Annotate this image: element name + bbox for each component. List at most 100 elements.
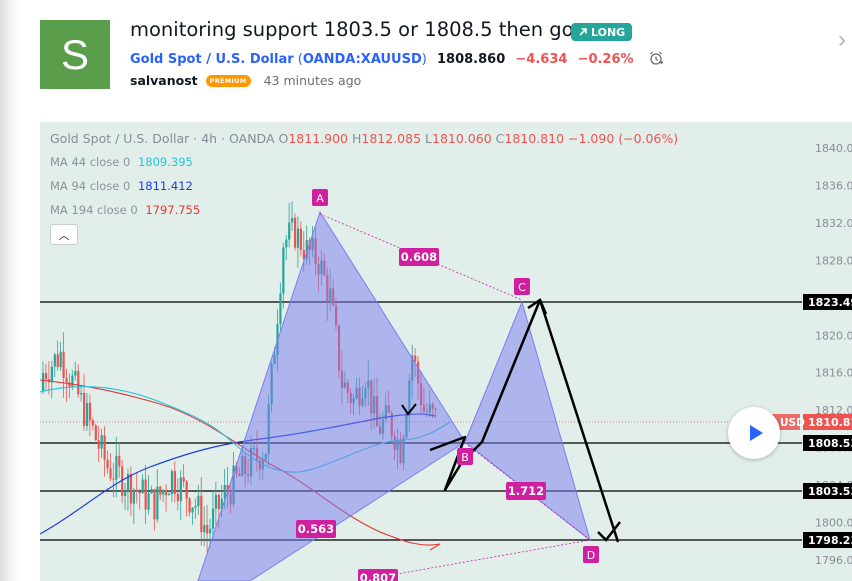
- candle-body: [153, 489, 156, 520]
- candle-body: [226, 485, 229, 494]
- candle-body: [118, 455, 121, 467]
- candle-body: [156, 486, 159, 520]
- candle-body: [206, 524, 209, 534]
- premium-badge: PREMIUM: [205, 75, 251, 87]
- author-name[interactable]: salvanost: [130, 73, 198, 88]
- ratio-label: 1.712: [508, 484, 544, 498]
- avatar[interactable]: S: [40, 20, 110, 89]
- chevron-up-icon: ︿: [58, 229, 70, 242]
- chart-canvas: 1840.001836.001832.001828.001824.001820.…: [40, 142, 852, 581]
- candle-body: [188, 498, 191, 513]
- candle-body: [71, 375, 74, 387]
- candle-body: [56, 354, 59, 368]
- legend-collapse-button[interactable]: ︿: [50, 224, 78, 245]
- candle-body: [414, 355, 417, 362]
- candle-body: [112, 478, 115, 480]
- usd-tag-label: USD: [780, 417, 805, 429]
- legend-title: Gold Spot / U.S. Dollar · 4h · OANDA: [50, 131, 275, 146]
- candle-body: [129, 473, 133, 504]
- chart-legend: Gold Spot / U.S. Dollar · 4h · OANDA O 18…: [50, 131, 678, 146]
- level-tag-value: 1808.53: [808, 437, 852, 450]
- long-badge-label: LONG: [591, 25, 626, 39]
- candle-body: [53, 354, 56, 367]
- ma-44-legend: MA 44 close 0 1809.395: [50, 155, 193, 169]
- candle-body: [138, 491, 141, 494]
- candle-body: [85, 402, 89, 426]
- candle-body: [279, 293, 282, 325]
- arrowhead-c: [527, 298, 548, 315]
- ratio-label-box: [399, 248, 439, 266]
- level-tag-value: 1810.81: [808, 416, 852, 429]
- level-tag-value: 1803.53: [808, 485, 852, 498]
- price-axis-tick: 1800.00: [815, 517, 852, 530]
- legend-high-label: H: [351, 131, 362, 146]
- price-axis-tick: 1840.00: [815, 142, 852, 155]
- page-left-edge: [0, 0, 22, 581]
- candle-body: [42, 373, 45, 392]
- last-price: 1808.860: [436, 52, 506, 67]
- ma-194-value: 1797.755: [145, 203, 201, 217]
- ma-94-legend: MA 94 close 0 1811.412: [50, 179, 193, 193]
- candle-body: [197, 495, 200, 507]
- play-button[interactable]: [728, 407, 780, 459]
- candle-body: [150, 489, 153, 494]
- arrow-up-right-icon: [579, 28, 587, 36]
- level-tag-box: [803, 532, 852, 548]
- candle-body: [124, 491, 127, 496]
- candle-body: [106, 459, 109, 469]
- level-tag-box: [803, 483, 852, 499]
- ticker-link[interactable]: OANDA:XAUUSD: [302, 52, 422, 67]
- ma-44-value: 1809.395: [137, 155, 193, 169]
- alarm-clock-icon[interactable]: [648, 50, 664, 70]
- candle-body: [296, 228, 300, 248]
- candle-body: [203, 524, 206, 533]
- price-axis-tick: 1816.00: [815, 367, 852, 380]
- author-row: salvanost PREMIUM 43 minutes ago: [130, 73, 361, 88]
- candle-body: [94, 425, 97, 441]
- point-label-a: A: [316, 192, 324, 205]
- legend-high: 1812.085: [361, 131, 422, 146]
- arrowhead-small: [401, 403, 417, 416]
- long-badge: LONG: [571, 23, 633, 41]
- ratio-label: 0.807: [360, 571, 396, 581]
- ma-94-value: 1811.412: [137, 179, 193, 193]
- candle-body: [194, 506, 197, 508]
- level-tag-value: 1823.49: [808, 296, 852, 309]
- candle-body: [214, 494, 218, 509]
- legend-open-label: O: [278, 131, 289, 146]
- chevron-right-icon[interactable]: ›: [838, 26, 846, 53]
- idea-title[interactable]: monitoring support 1803.5 or 1808.5 then…: [130, 18, 605, 41]
- price-axis-tick: 1796.00: [815, 554, 852, 567]
- candle-body: [50, 366, 53, 383]
- price-change-percent: −0.26%: [577, 52, 634, 67]
- candle-body: [59, 351, 62, 368]
- candle-body: [173, 471, 177, 494]
- candle-body: [74, 370, 77, 376]
- price-axis-tick: 1828.00: [815, 254, 852, 267]
- point-label-box: [312, 189, 328, 206]
- arrowhead-d: [597, 521, 621, 542]
- candle-body: [209, 528, 212, 534]
- pattern-bcd-triangle: [464, 300, 591, 542]
- candle-body: [77, 370, 80, 395]
- candle-body: [135, 489, 138, 492]
- price-axis-tick: 1812.00: [815, 404, 852, 417]
- candle-body: [97, 440, 100, 449]
- chart-snapshot[interactable]: 1840.001836.001832.001828.001824.001820.…: [40, 122, 852, 581]
- ratio-label: 0.608: [401, 250, 437, 264]
- legend-low-label: L: [425, 131, 432, 146]
- play-icon: [749, 425, 763, 441]
- symbol-name-link[interactable]: Gold Spot / U.S. Dollar: [130, 52, 294, 67]
- price-axis-tick: 1836.00: [815, 179, 852, 192]
- candle-body: [165, 490, 168, 496]
- candle-body: [200, 495, 203, 533]
- level-tag-box: [803, 414, 852, 430]
- candle-body: [179, 477, 182, 502]
- ratio-label-box: [296, 520, 336, 538]
- candle-body: [170, 471, 174, 495]
- candle-body: [291, 217, 294, 223]
- symbol-row: Gold Spot / U.S. Dollar (OANDA:XAUUSD) 1…: [130, 50, 664, 70]
- candle-body: [162, 490, 165, 495]
- candle-body: [185, 481, 188, 499]
- candle-body: [159, 486, 162, 495]
